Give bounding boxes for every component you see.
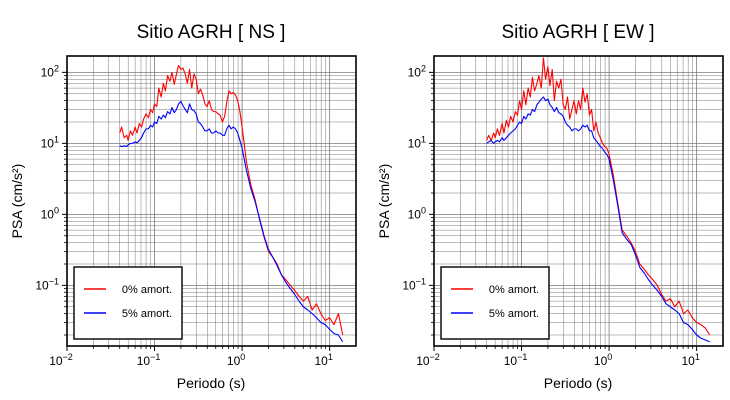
y-tick-label: 10−1 (402, 276, 426, 292)
chart-title: Sitio AGRH [ NS ] (137, 22, 286, 43)
chart-panel-0: 10−2 10−1 100 101 10−1 100 101 102 Sitio AGRH [ … (9, 22, 357, 391)
y-axis-label: PSA (cm/s²) (9, 164, 25, 239)
legend: 0% amort. 5% amort. (440, 266, 550, 340)
legend-box (73, 266, 183, 340)
legend: 0% amort. 5% amort. (73, 266, 183, 340)
y-tick-label: 100 (41, 205, 59, 221)
series-line-1 (486, 96, 710, 343)
x-tick-label: 10−1 (137, 352, 161, 368)
legend-label-0: 0% amort. (122, 284, 172, 296)
plot-frame (433, 55, 724, 347)
y-tick-label: 101 (41, 134, 59, 150)
x-axis-label: Periodo (s) (177, 375, 245, 391)
x-tick-label: 10−2 (49, 352, 73, 368)
series-line-1 (119, 100, 344, 343)
legend-label-1: 5% amort. (122, 308, 172, 320)
y-tick-label: 10−1 (35, 276, 59, 292)
y-tick-label: 102 (41, 63, 59, 79)
legend-box (440, 266, 550, 340)
x-tick-label: 100 (227, 352, 245, 368)
y-tick-label: 101 (408, 134, 426, 150)
x-tick-label: 101 (681, 352, 699, 368)
x-tick-label: 100 (594, 352, 612, 368)
y-tick-label: 102 (408, 63, 426, 79)
chart-panel-1: 10−2 10−1 100 101 10−1 100 101 102 Sitio AGRH [ … (376, 22, 724, 391)
legend-label-0: 0% amort. (489, 284, 539, 296)
x-tick-label: 101 (314, 352, 332, 368)
series-line-0 (119, 64, 344, 336)
chart-title: Sitio AGRH [ EW ] (501, 22, 654, 43)
x-tick-label: 10−2 (416, 352, 440, 368)
series-line-0 (486, 57, 711, 336)
legend-label-1: 5% amort. (489, 308, 539, 320)
x-tick-label: 10−1 (504, 352, 528, 368)
y-axis-label: PSA (cm/s²) (376, 164, 392, 239)
y-tick-label: 100 (408, 205, 426, 221)
x-axis-label: Periodo (s) (544, 375, 612, 391)
plot-frame (66, 55, 357, 347)
